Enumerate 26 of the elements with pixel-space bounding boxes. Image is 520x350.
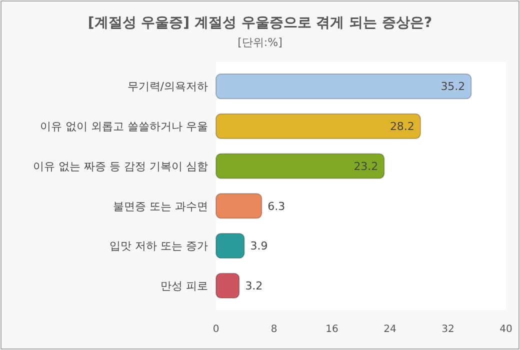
y-tick-label: 입맛 저하 또는 증가 (110, 240, 208, 253)
x-tick-label: 40 (500, 324, 512, 335)
bar (216, 153, 385, 179)
y-tick-label: 이유 없는 짜증 등 감정 기복이 심함 (33, 160, 208, 173)
y-tick-label: 무기력/의욕저하 (127, 80, 208, 94)
bar (216, 113, 421, 140)
y-tick-label: 만성 피로 (160, 280, 208, 293)
x-tick-label: 16 (326, 324, 338, 335)
y-tick-label: 이유 없이 외롭고 쓸쓸하거나 우울 (40, 120, 208, 134)
data-label: 6.3 (268, 200, 286, 213)
bar (216, 272, 240, 299)
data-label: 3.9 (250, 240, 268, 253)
data-label: 23.2 (354, 160, 378, 173)
data-label: 35.2 (440, 80, 466, 94)
chart-subtitle: [단위:%] (238, 36, 282, 49)
bar (216, 73, 472, 100)
x-tick-label: 24 (384, 324, 396, 335)
y-tick-label: 불면증 또는 과수면 (113, 200, 208, 213)
x-tick-label: 0 (212, 324, 220, 335)
data-label: 3.2 (245, 280, 263, 293)
chart-title: [계절성 우울증] 계절성 우울증으로 겪게 되는 증상은? (88, 15, 432, 31)
x-tick-label: 8 (270, 324, 278, 335)
bar (216, 232, 245, 259)
x-tick-label: 32 (442, 324, 454, 335)
data-label: 28.2 (390, 120, 414, 134)
bar (216, 193, 262, 219)
